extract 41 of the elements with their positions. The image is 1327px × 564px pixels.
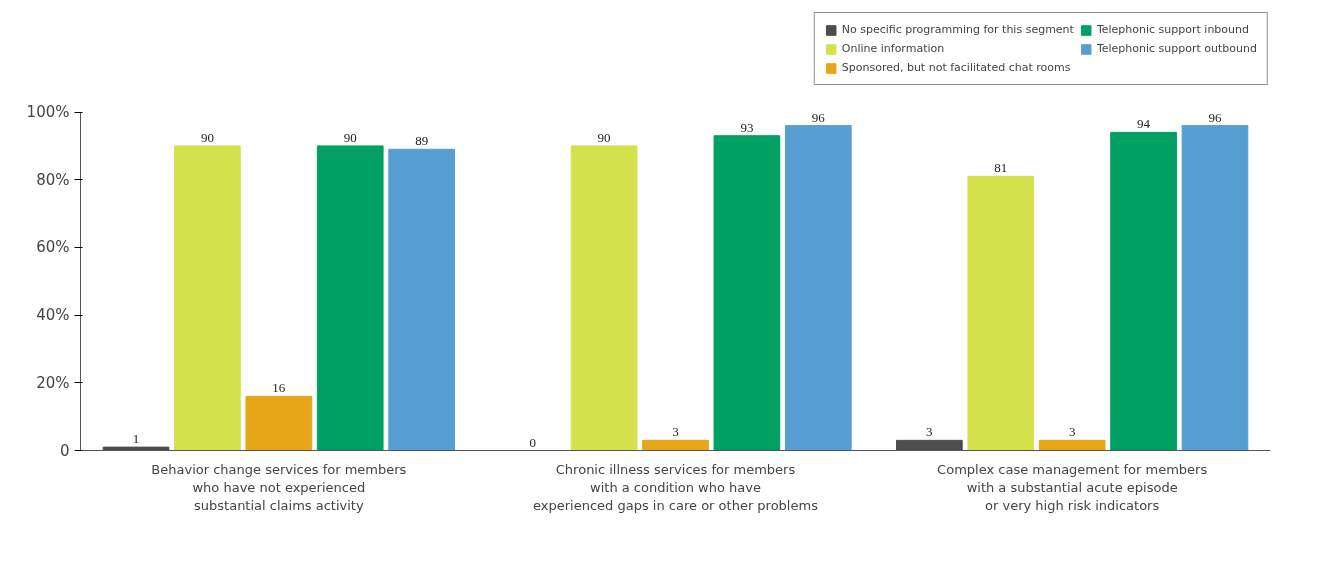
bar bbox=[316, 145, 384, 451]
data-label: 94 bbox=[1137, 116, 1151, 132]
data-label: 96 bbox=[1208, 109, 1222, 125]
legend-label: No specific programming for this segment bbox=[841, 23, 1074, 36]
data-label: 89 bbox=[415, 133, 429, 149]
data-label: 96 bbox=[811, 109, 826, 125]
bar bbox=[967, 175, 1035, 451]
bar bbox=[642, 439, 709, 451]
data-label: 90 bbox=[200, 129, 214, 145]
bar bbox=[1110, 131, 1177, 451]
bar bbox=[245, 395, 313, 451]
bar bbox=[388, 148, 455, 451]
legend-label: Online information bbox=[841, 42, 945, 55]
bar bbox=[570, 145, 638, 451]
data-label: 3 bbox=[1068, 424, 1076, 440]
bar bbox=[174, 145, 241, 451]
data-label: 1 bbox=[132, 431, 140, 447]
y-tick-label: 100% bbox=[26, 103, 70, 122]
y-tick-label: 80% bbox=[36, 170, 70, 189]
x-tick-label: Behavior change services for members who have not experienced substantial claims activity bbox=[151, 461, 407, 513]
data-label: 16 bbox=[272, 380, 286, 396]
data-label: 3 bbox=[926, 424, 933, 440]
data-label: 81 bbox=[994, 160, 1008, 176]
y-tick-label: 0 bbox=[59, 441, 70, 460]
bar bbox=[784, 125, 852, 451]
bar bbox=[1038, 439, 1106, 451]
legend-label: Telephonic support outbound bbox=[1096, 42, 1257, 55]
legend-label: Sponsored, but not facilitated chat rooms bbox=[841, 61, 1071, 74]
data-label: 0 bbox=[529, 434, 536, 450]
data-label: 93 bbox=[740, 119, 754, 135]
y-tick-label: 40% bbox=[36, 306, 70, 325]
y-tick-label: 20% bbox=[36, 373, 70, 392]
y-tick-label: 60% bbox=[36, 238, 70, 257]
bar bbox=[713, 135, 781, 451]
data-label: 90 bbox=[597, 129, 611, 145]
x-tick-label: Complex case management for members with a substantial acute episode or very high risk indicators bbox=[937, 461, 1208, 513]
legend-label: Telephonic support inbound bbox=[1096, 23, 1249, 36]
data-label: 3 bbox=[672, 424, 679, 440]
bar bbox=[1181, 125, 1249, 451]
x-tick-label: Chronic illness services for members with a condition who have experienced gaps in care or other problems bbox=[533, 461, 819, 513]
data-label: 90 bbox=[343, 129, 357, 145]
